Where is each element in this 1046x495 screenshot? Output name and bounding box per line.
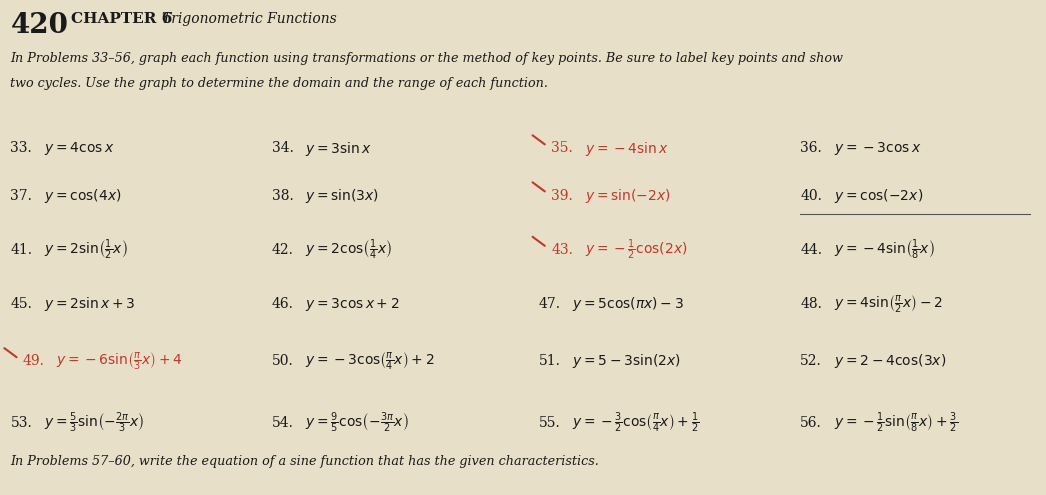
Text: $y = 2\sin\!\left(\frac{1}{2}x\right)$: $y = 2\sin\!\left(\frac{1}{2}x\right)$ [44,238,128,262]
Text: 44.: 44. [800,243,822,257]
Text: 42.: 42. [272,243,294,257]
Text: $y = -3\cos x$: $y = -3\cos x$ [834,140,922,157]
Text: 48.: 48. [800,297,822,311]
Text: 41.: 41. [10,243,32,257]
Text: In Problems 33–56, graph each function using transformations or the method of ke: In Problems 33–56, graph each function u… [10,52,843,65]
Text: Trigonometric Functions: Trigonometric Functions [162,12,337,26]
Text: 45.: 45. [10,297,32,311]
Text: 33.: 33. [10,142,32,155]
Text: 35.: 35. [551,142,573,155]
Text: $y = \sin(-2x)$: $y = \sin(-2x)$ [585,187,670,204]
Text: 46.: 46. [272,297,294,311]
Text: $y = \cos(4x)$: $y = \cos(4x)$ [44,187,121,204]
Text: 420: 420 [10,12,68,40]
Text: 54.: 54. [272,416,294,430]
Text: 55.: 55. [539,416,561,430]
Text: 36.: 36. [800,142,822,155]
Text: two cycles. Use the graph to determine the domain and the range of each function: two cycles. Use the graph to determine t… [10,77,548,90]
Text: $y = -\frac{3}{2}\cos\!\left(\frac{\pi}{4}x\right) + \frac{1}{2}$: $y = -\frac{3}{2}\cos\!\left(\frac{\pi}{… [572,411,700,436]
Text: 40.: 40. [800,189,822,202]
Text: 38.: 38. [272,189,294,202]
Text: 52.: 52. [800,354,822,368]
Text: $y = \frac{9}{5}\cos\!\left(-\frac{3\pi}{2}x\right)$: $y = \frac{9}{5}\cos\!\left(-\frac{3\pi}… [305,411,409,436]
Text: $y = -4\sin\!\left(\frac{1}{8}x\right)$: $y = -4\sin\!\left(\frac{1}{8}x\right)$ [834,238,934,262]
Text: $y = -\frac{1}{2}\sin\!\left(\frac{\pi}{8}x\right) + \frac{3}{2}$: $y = -\frac{1}{2}\sin\!\left(\frac{\pi}{… [834,411,958,436]
Text: 47.: 47. [539,297,561,311]
Text: $y = 2 - 4\cos(3x)$: $y = 2 - 4\cos(3x)$ [834,352,946,370]
Text: CHAPTER 6: CHAPTER 6 [71,12,173,26]
Text: $y = \frac{5}{3}\sin\!\left(-\frac{2\pi}{3}x\right)$: $y = \frac{5}{3}\sin\!\left(-\frac{2\pi}… [44,411,144,436]
Text: $y = -3\cos\!\left(\frac{\pi}{4}x\right) + 2$: $y = -3\cos\!\left(\frac{\pi}{4}x\right)… [305,350,435,372]
Text: $y = -4\sin x$: $y = -4\sin x$ [585,140,668,157]
Text: $y = -\frac{1}{2}\cos(2x)$: $y = -\frac{1}{2}\cos(2x)$ [585,238,687,262]
Text: $y = 5 - 3\sin(2x)$: $y = 5 - 3\sin(2x)$ [572,352,681,370]
Text: $y = -6\sin\!\left(\frac{\pi}{3}x\right) + 4$: $y = -6\sin\!\left(\frac{\pi}{3}x\right)… [56,350,183,372]
Text: $y = 4\sin\!\left(\frac{\pi}{2}x\right) - 2$: $y = 4\sin\!\left(\frac{\pi}{2}x\right) … [834,294,942,315]
Text: $y = 5\cos(\pi x) - 3$: $y = 5\cos(\pi x) - 3$ [572,296,684,313]
Text: $y = 3\sin x$: $y = 3\sin x$ [305,140,372,157]
Text: 39.: 39. [551,189,573,202]
Text: $y = \cos(-2x)$: $y = \cos(-2x)$ [834,187,923,204]
Text: 50.: 50. [272,354,294,368]
Text: 51.: 51. [539,354,561,368]
Text: $y = 4\cos x$: $y = 4\cos x$ [44,140,114,157]
Text: $y = 2\sin x + 3$: $y = 2\sin x + 3$ [44,296,135,313]
Text: 37.: 37. [10,189,32,202]
Text: $y = \sin(3x)$: $y = \sin(3x)$ [305,187,380,204]
Text: $y = 2\cos\!\left(\frac{1}{4}x\right)$: $y = 2\cos\!\left(\frac{1}{4}x\right)$ [305,238,392,262]
Text: 34.: 34. [272,142,294,155]
Text: In Problems 57–60, write the equation of a sine function that has the given char: In Problems 57–60, write the equation of… [10,455,599,468]
Text: 56.: 56. [800,416,822,430]
Text: 43.: 43. [551,243,573,257]
Text: $y = 3\cos x + 2$: $y = 3\cos x + 2$ [305,296,400,313]
Text: 49.: 49. [23,354,45,368]
Text: 53.: 53. [10,416,32,430]
